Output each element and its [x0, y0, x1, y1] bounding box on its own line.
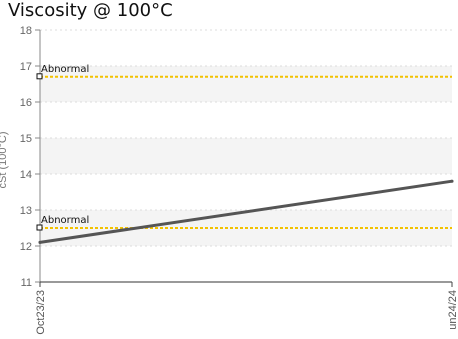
- band-0: [40, 66, 452, 102]
- y-tick-label-0: 11: [21, 277, 32, 289]
- y-tick-label-4: 15: [20, 133, 32, 145]
- chart-title: Viscosity @ 100°C: [8, 0, 173, 21]
- threshold-marker-0: [36, 73, 43, 80]
- x-tick-label-1: un24/24: [447, 290, 458, 330]
- y-tick-label-6: 17: [20, 61, 32, 73]
- threshold-label-0: Abnormal: [41, 64, 89, 75]
- series-line-0: [38, 179, 454, 244]
- threshold-label-1: Abnormal: [41, 215, 89, 226]
- data-point-0-1: [450, 179, 454, 183]
- threshold-layer: [36, 73, 452, 231]
- y-tick-label-2: 13: [20, 205, 32, 217]
- y-tick-label-5: 16: [20, 97, 32, 109]
- y-tick-label-7: 18: [20, 25, 32, 37]
- series-layer: [38, 179, 454, 244]
- band-1: [40, 138, 452, 174]
- x-tick-label-0: Oct23/23: [35, 290, 47, 335]
- band-layer: [40, 66, 452, 246]
- y-tick-label-1: 12: [20, 241, 32, 253]
- y-tick-label-3: 14: [20, 169, 32, 181]
- threshold-marker-1: [36, 224, 43, 231]
- axes-layer: 11 12 13 14 15 16 17 18 cSt (100°C) Oct23/23 un24/…: [0, 25, 458, 335]
- label-layer: Abnormal Abnormal: [41, 64, 89, 226]
- data-point-0-0: [38, 240, 42, 244]
- y-axis-label: cSt (100°C): [0, 132, 9, 189]
